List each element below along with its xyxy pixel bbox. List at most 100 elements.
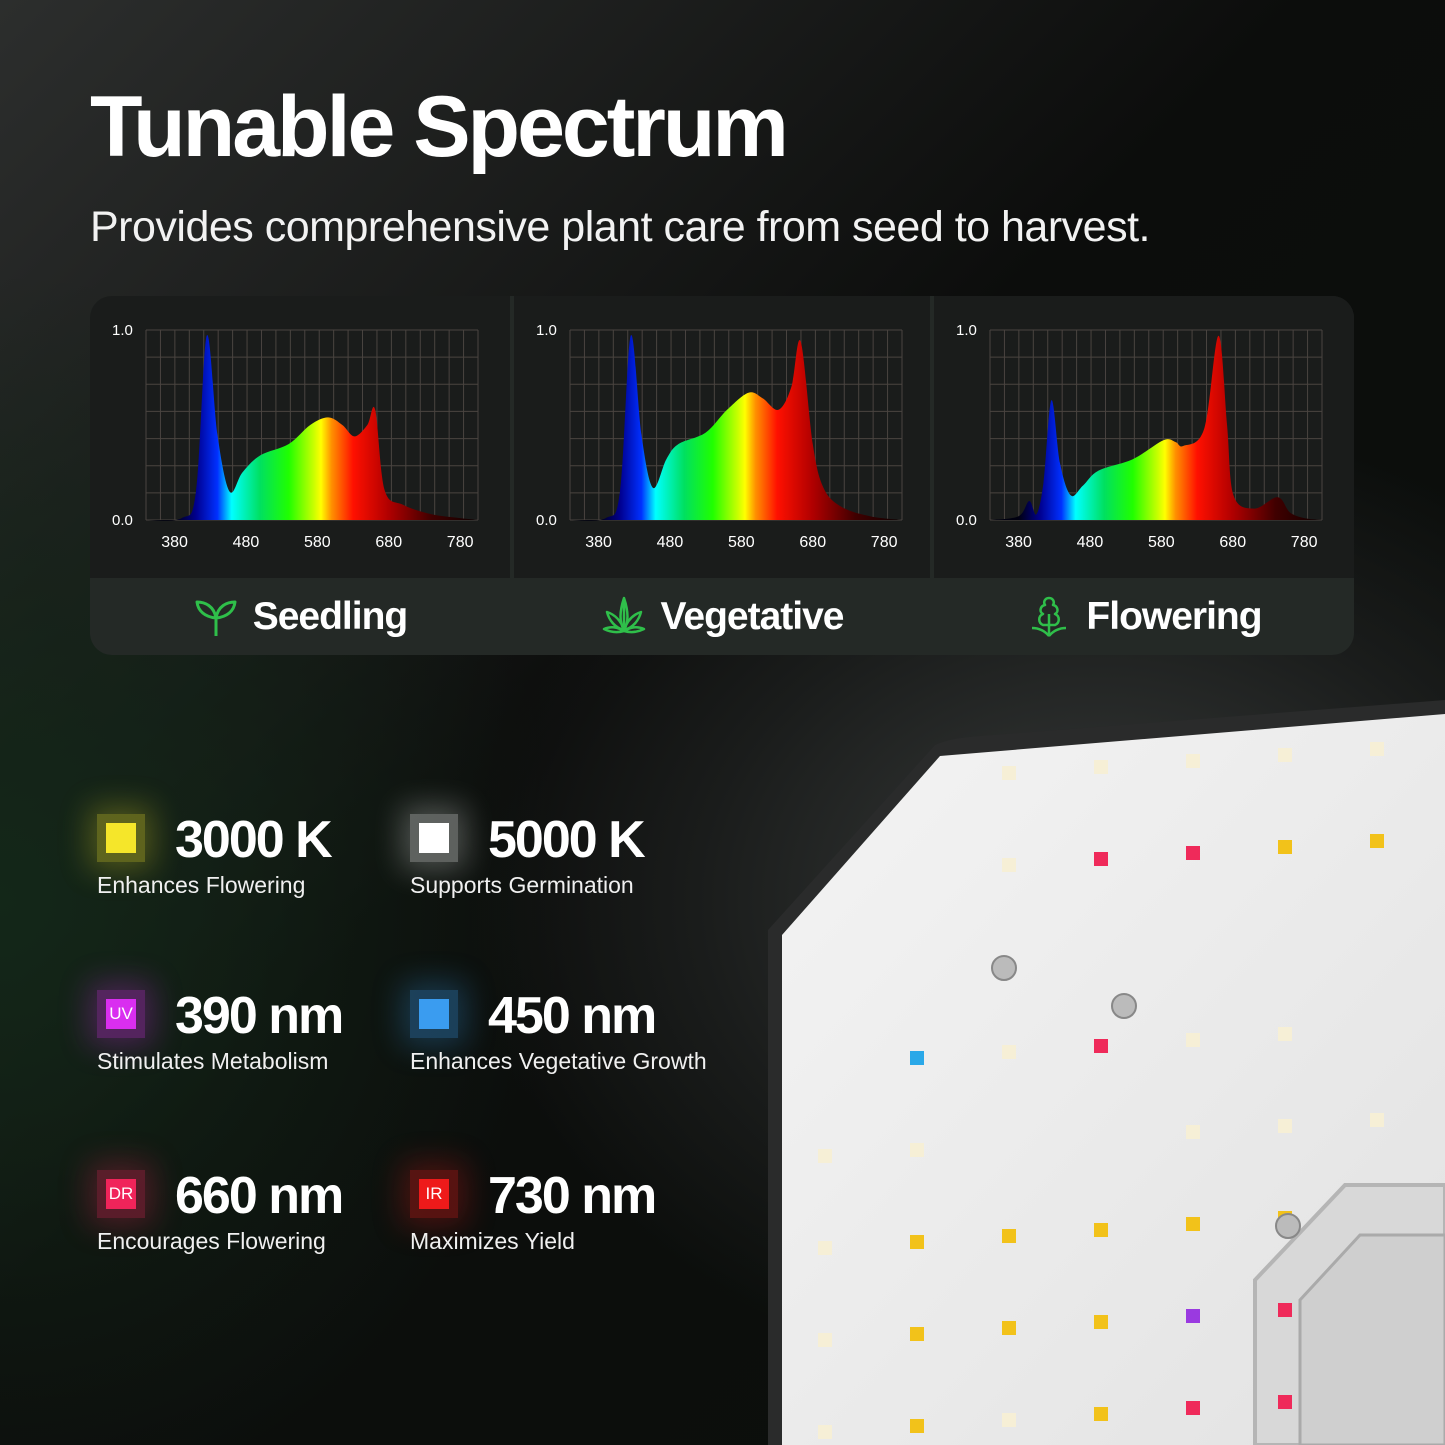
led-chip xyxy=(1002,1229,1016,1243)
x-tick-label: 380 xyxy=(585,534,612,551)
led-badge: UV xyxy=(106,999,136,1029)
spec-value: 5000 K xyxy=(488,811,646,869)
led-swatch-icon: IR xyxy=(410,1170,458,1218)
led-chip xyxy=(1186,1125,1200,1139)
led-chip xyxy=(1002,1045,1016,1059)
y-tick-label: 0.0 xyxy=(956,512,977,529)
led-swatch-icon: DR xyxy=(97,1170,145,1218)
led-chip xyxy=(1094,1315,1108,1329)
led-chip xyxy=(910,1235,924,1249)
chart-vegetative: 380 480 580 680 780 0.0 1.0 xyxy=(514,296,930,578)
y-tick-label: 0.0 xyxy=(112,512,133,529)
led-swatch-icon: UV xyxy=(97,990,145,1038)
spec-description: Enhances Flowering xyxy=(97,872,306,898)
led-chip xyxy=(1186,754,1200,768)
chart-flowering: 380 480 580 680 780 0.0 1.0 xyxy=(934,296,1354,578)
x-tick-label: 780 xyxy=(871,534,898,551)
led-badge: IR xyxy=(419,1179,449,1209)
flowering-plant-icon xyxy=(1032,596,1067,637)
x-tick-label: 380 xyxy=(161,534,188,551)
screw-icon xyxy=(1275,1213,1301,1239)
led-swatch-icon xyxy=(410,990,458,1038)
led-chip xyxy=(1094,1407,1108,1421)
led-chip xyxy=(910,1419,924,1433)
led-badge xyxy=(106,823,136,853)
x-tick-label: 780 xyxy=(447,534,474,551)
y-tick-label: 1.0 xyxy=(112,322,133,339)
screw-icon xyxy=(991,955,1017,981)
led-chip xyxy=(910,1051,924,1065)
led-chip xyxy=(818,1149,832,1163)
stage-vegetative: Vegetative xyxy=(514,578,930,655)
page-title: Tunable Spectrum xyxy=(90,79,789,175)
spec-value: 390 nm xyxy=(175,987,344,1045)
led-chip xyxy=(1186,846,1200,860)
led-chip xyxy=(1094,852,1108,866)
led-badge xyxy=(419,999,449,1029)
led-chip xyxy=(1186,1033,1200,1047)
x-tick-label: 580 xyxy=(728,534,755,551)
spectrum-area xyxy=(146,334,478,521)
spectrum-panel: 380 480 580 680 780 0.0 1.0 380 480 580 680 780 0.0… xyxy=(90,296,1354,655)
led-chip xyxy=(1094,760,1108,774)
chart-seedling: 380 480 580 680 780 0.0 1.0 xyxy=(90,296,510,578)
x-tick-label: 480 xyxy=(657,534,684,551)
led-badge: DR xyxy=(106,1179,136,1209)
led-swatch-icon xyxy=(410,814,458,862)
x-tick-label: 680 xyxy=(1219,534,1246,551)
spec-value: 3000 K xyxy=(175,811,333,869)
led-chip xyxy=(1094,1223,1108,1237)
led-chip xyxy=(1370,834,1384,848)
stage-flowering: Flowering xyxy=(934,578,1354,655)
spec-value: 450 nm xyxy=(488,987,657,1045)
x-tick-label: 780 xyxy=(1291,534,1318,551)
y-tick-label: 1.0 xyxy=(956,322,977,339)
led-chip xyxy=(1278,1027,1292,1041)
stage-label: Flowering xyxy=(1086,594,1262,638)
spec-description: Supports Germination xyxy=(410,872,634,898)
spec-description: Enhances Vegetative Growth xyxy=(410,1048,707,1074)
led-chip xyxy=(1186,1401,1200,1415)
led-chip xyxy=(1002,858,1016,872)
stage-label: Seedling xyxy=(252,594,409,638)
stage-label: Vegetative xyxy=(660,594,845,638)
sprout-icon xyxy=(195,600,237,636)
led-badge xyxy=(419,823,449,853)
led-chip xyxy=(910,1143,924,1157)
x-tick-label: 680 xyxy=(799,534,826,551)
spec-description: Encourages Flowering xyxy=(97,1228,326,1254)
x-tick-label: 680 xyxy=(375,534,402,551)
spec-description: Maximizes Yield xyxy=(410,1228,575,1254)
y-tick-label: 0.0 xyxy=(536,512,557,529)
x-tick-label: 480 xyxy=(1077,534,1104,551)
spec-value: 660 nm xyxy=(175,1167,344,1225)
led-chip xyxy=(1002,1413,1016,1427)
spectrum-area xyxy=(570,334,902,521)
led-chip xyxy=(1370,1113,1384,1127)
led-chip xyxy=(1278,1119,1292,1133)
y-tick-label: 1.0 xyxy=(536,322,557,339)
led-chip xyxy=(1186,1217,1200,1231)
led-chip xyxy=(818,1425,832,1439)
led-chip xyxy=(1370,742,1384,756)
led-chip xyxy=(1186,1309,1200,1323)
page-subtitle: Provides comprehensive plant care from s… xyxy=(90,203,1150,251)
stage-seedling: Seedling xyxy=(90,578,510,655)
x-tick-label: 580 xyxy=(1148,534,1175,551)
led-chip xyxy=(1278,748,1292,762)
screw-icon xyxy=(1111,993,1137,1019)
spectrum-area xyxy=(990,335,1322,520)
led-chip xyxy=(818,1241,832,1255)
led-chip xyxy=(1094,1039,1108,1053)
led-chip xyxy=(1002,766,1016,780)
led-chip xyxy=(1278,1303,1292,1317)
led-chip xyxy=(1002,1321,1016,1335)
x-tick-label: 380 xyxy=(1005,534,1032,551)
led-chip xyxy=(1278,1395,1292,1409)
x-tick-label: 580 xyxy=(304,534,331,551)
cannabis-leaf-icon xyxy=(602,596,645,633)
led-swatch-icon xyxy=(97,814,145,862)
spec-value: 730 nm xyxy=(488,1167,657,1225)
led-chip xyxy=(1278,840,1292,854)
